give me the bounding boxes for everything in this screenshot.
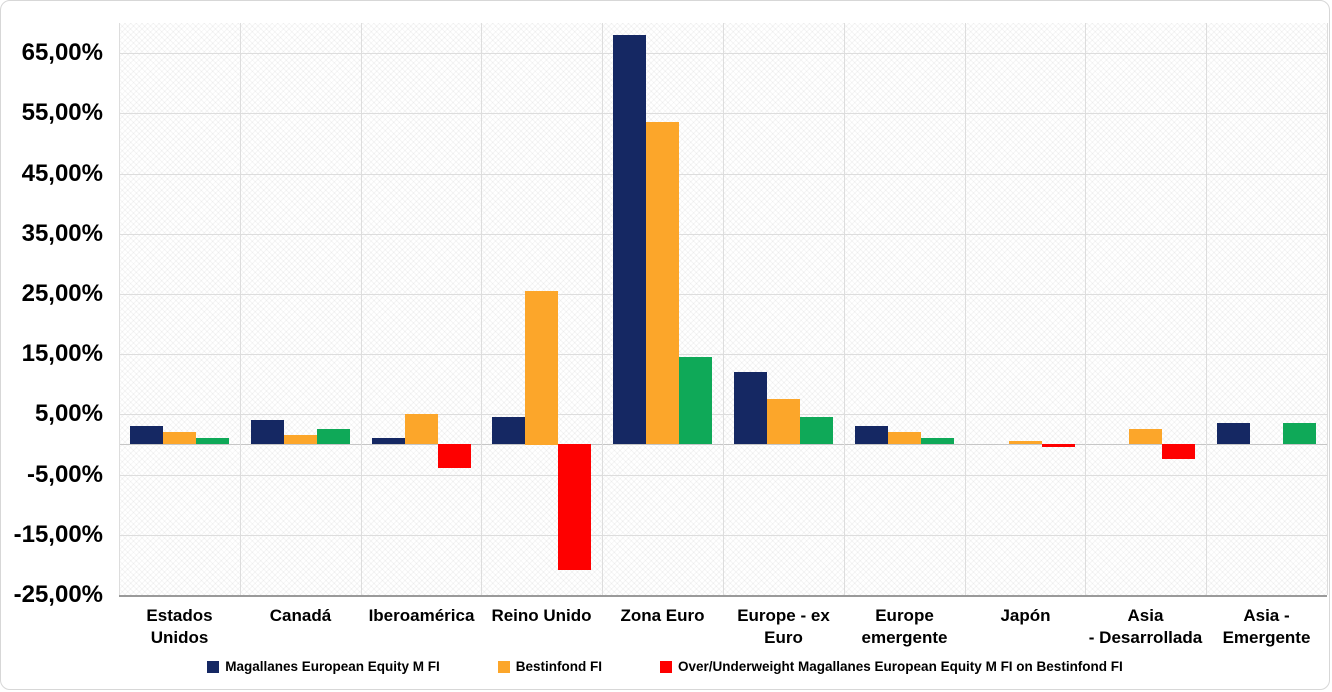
legend-item-magallanes: Magallanes European Equity M FI (207, 659, 440, 674)
bar-bestinfond-1 (284, 435, 317, 444)
gridline-vertical (844, 23, 845, 595)
y-axis-tick-label: 55,00% (21, 99, 103, 126)
bar-magallanes-1 (251, 420, 284, 444)
legend-label-overunderweight: Over/Underweight Magallanes European Equ… (678, 659, 1123, 674)
x-axis-category-label: Zona Euro (620, 606, 705, 625)
x-axis-category-label: Asia - Desarrollada (1088, 606, 1203, 648)
bar-over/underweight-4 (679, 357, 712, 444)
legend-marker-orange-icon (497, 660, 510, 673)
bar-bestinfond-6 (888, 432, 921, 444)
gridline-vertical (723, 23, 724, 595)
bar-bestinfond-0 (163, 432, 196, 444)
x-axis-category-label: Japón (1000, 606, 1051, 625)
bar-over/underweight-9 (1283, 423, 1316, 444)
bar-over/underweight-8 (1162, 444, 1195, 459)
bar-bestinfond-2 (405, 414, 438, 444)
y-axis-tick-label: 45,00% (21, 160, 103, 187)
bar-over/underweight-3 (558, 444, 591, 570)
gridline-vertical (1085, 23, 1086, 595)
y-axis-tick-label: 35,00% (21, 220, 103, 247)
bar-magallanes-4 (613, 35, 646, 444)
x-axis-category-label: Canadá (269, 606, 332, 625)
y-axis-tick-label: 25,00% (21, 280, 103, 307)
bar-bestinfond-8 (1129, 429, 1162, 444)
y-axis-tick-label: -15,00% (13, 521, 103, 548)
y-axis-tick-label: 5,00% (34, 400, 103, 427)
y-axis-tick-label: 15,00% (21, 340, 103, 367)
bar-magallanes-2 (372, 438, 405, 444)
gridline-vertical (119, 23, 120, 595)
gridline-vertical (1206, 23, 1207, 595)
x-axis-category-label: Europe - ex Euro (737, 606, 830, 648)
y-axis-tick-label: -5,00% (26, 461, 103, 488)
bar-magallanes-9 (1217, 423, 1250, 444)
x-axis-category-label: Europe emergente (861, 606, 948, 648)
legend: Magallanes European Equity M FI Bestinfo… (1, 659, 1329, 674)
gridline-vertical (481, 23, 482, 595)
bar-bestinfond-3 (525, 291, 558, 445)
bar-magallanes-6 (855, 426, 888, 444)
bar-over/underweight-2 (438, 444, 471, 468)
legend-label-magallanes: Magallanes European Equity M FI (225, 659, 440, 674)
x-axis-category-label: Iberoamérica (368, 606, 475, 625)
bar-over/underweight-0 (196, 438, 229, 444)
bar-bestinfond-7 (1009, 441, 1042, 444)
bar-over/underweight-6 (921, 438, 954, 444)
gridline-vertical (602, 23, 603, 595)
legend-marker-red-icon (660, 660, 672, 673)
legend-marker-navy-icon (207, 660, 220, 673)
bar-over/underweight-1 (317, 429, 350, 444)
bar-over/underweight-7 (1042, 444, 1075, 447)
bar-magallanes-5 (734, 372, 767, 444)
legend-item-bestinfond: Bestinfond FI (497, 659, 602, 674)
gridline-vertical (361, 23, 362, 595)
legend-label-bestinfond: Bestinfond FI (515, 659, 602, 674)
gridline-vertical (240, 23, 241, 595)
bar-bestinfond-4 (646, 122, 679, 444)
plot-area (119, 23, 1328, 597)
gridline-vertical (1327, 23, 1328, 595)
y-axis-tick-label: 65,00% (21, 39, 103, 66)
x-axis-category-label: Reino Unido (491, 606, 592, 625)
x-axis-category-label: Asia - Emergente (1222, 606, 1311, 648)
bar-bestinfond-5 (767, 399, 800, 444)
y-axis-tick-label: -25,00% (13, 581, 103, 608)
x-axis-category-label: Estados Unidos (146, 606, 213, 648)
bar-over/underweight-5 (800, 417, 833, 444)
bar-magallanes-3 (492, 417, 525, 444)
legend-item-overunderweight: Over/Underweight Magallanes European Equ… (660, 659, 1123, 674)
gridline-vertical (965, 23, 966, 595)
bar-magallanes-0 (130, 426, 163, 444)
